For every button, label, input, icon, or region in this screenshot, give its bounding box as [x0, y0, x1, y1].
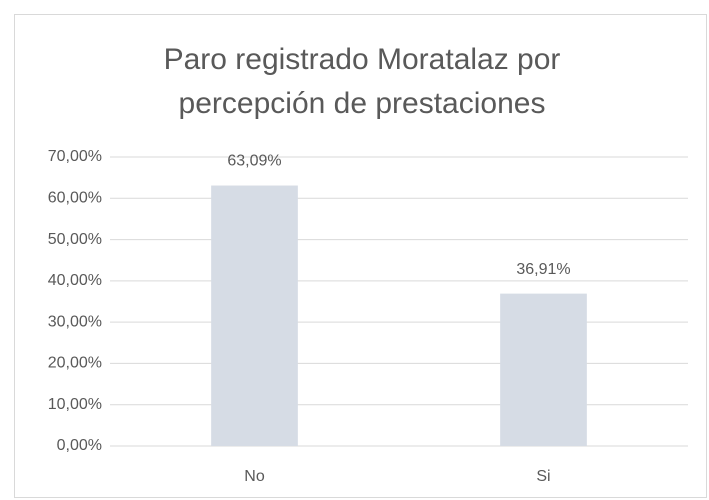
y-tick-label: 40,00% — [48, 272, 102, 289]
y-tick-label: 50,00% — [48, 231, 102, 248]
chart-title-line: Paro registrado Moratalaz por — [164, 43, 561, 76]
bar — [500, 293, 587, 446]
y-tick-label: 0,00% — [57, 437, 102, 454]
data-label: 63,09% — [227, 153, 281, 170]
chart-title-line: percepción de prestaciones — [179, 87, 546, 120]
y-tick-label: 60,00% — [48, 190, 102, 207]
data-label: 36,91% — [516, 261, 570, 278]
bar — [211, 185, 298, 446]
chart-border — [14, 14, 707, 498]
y-tick-label: 20,00% — [48, 355, 102, 372]
y-tick-label: 30,00% — [48, 313, 102, 330]
x-tick-label: No — [244, 468, 265, 485]
y-tick-label: 70,00% — [48, 148, 102, 165]
y-tick-label: 10,00% — [48, 396, 102, 413]
x-tick-label: Si — [536, 468, 550, 485]
